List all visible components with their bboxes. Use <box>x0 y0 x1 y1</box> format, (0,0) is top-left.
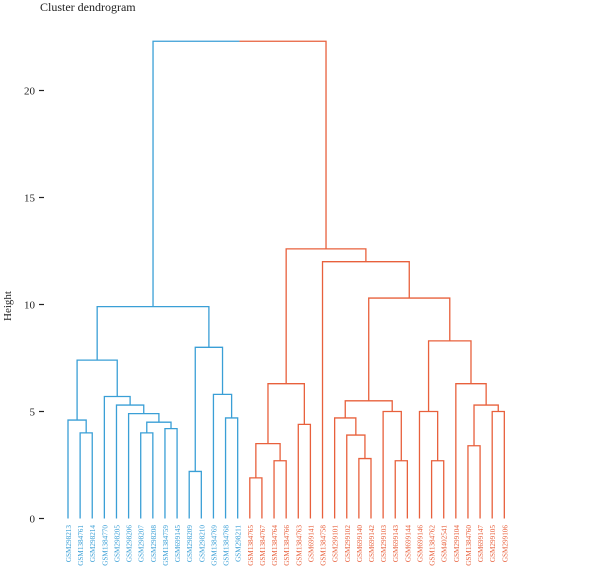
leaf-label: GSM299101 <box>332 525 340 563</box>
leaf-label: GSM1384759 <box>162 525 170 566</box>
leaf-label: GSM699145 <box>174 525 182 563</box>
dendrogram-link <box>467 445 481 519</box>
y-tick-label: 15 <box>24 193 36 205</box>
y-tick-label: 0 <box>30 514 36 526</box>
leaf-label: GSM1384764 <box>271 525 279 566</box>
leaf-label: GSM1384768 <box>223 525 231 566</box>
leaf-label: GSM299103 <box>380 525 388 563</box>
dendrogram-link <box>394 460 409 519</box>
dendrogram-link <box>115 404 145 519</box>
dendrogram-link <box>96 305 210 361</box>
dendrogram-link <box>285 248 367 384</box>
dendrogram-link <box>103 395 131 519</box>
dendrogram-link <box>76 359 118 421</box>
dendrogram-link <box>418 410 439 519</box>
y-axis: 0 5 10 15 20 <box>24 86 44 526</box>
leaf-label: GSM299102 <box>344 525 352 563</box>
dendrogram-link <box>368 297 451 401</box>
leaf-label: GSM1384770 <box>101 525 109 566</box>
leaf-label: GSM1384767 <box>259 525 267 566</box>
y-axis-label: Height <box>2 291 14 321</box>
dendrogram-link <box>127 412 160 519</box>
leaf-label: GSM299105 <box>489 525 497 563</box>
dendrogram-link <box>164 427 178 519</box>
dendrogram-link <box>430 460 445 519</box>
leaf-label: GSM298207 <box>138 525 146 563</box>
y-tick-label: 20 <box>24 86 36 98</box>
dendrogram-link <box>239 40 327 249</box>
leaf-label: GSM1384760 <box>465 525 473 566</box>
leaf-label: GSM298206 <box>126 525 134 563</box>
dendrogram-link <box>344 400 393 418</box>
dendrogram-link <box>79 432 93 519</box>
leaf-label: GSM1384765 <box>247 525 255 566</box>
leaf-labels: GSM298213 GSM1384761 GSM298214 GSM1384770 GS… <box>65 525 509 566</box>
dendrogram-link <box>67 419 87 519</box>
dendrogram-link <box>140 432 154 519</box>
leaf-label: GSM699142 <box>368 525 376 563</box>
dendrogram-link <box>194 346 224 472</box>
chart-title: Cluster dendrogram <box>40 0 136 14</box>
dendrogram-link <box>224 417 239 519</box>
dendrogram-link <box>333 417 357 519</box>
dendrogram-link <box>321 261 410 519</box>
leaf-label: GSM298209 <box>186 525 194 563</box>
y-tick-label: 5 <box>30 407 36 419</box>
leaf-label: GSM298213 <box>65 525 73 563</box>
dendrogram-link <box>188 470 202 519</box>
leaf-label: GSM699147 <box>477 525 485 563</box>
leaf-label: GSM1384761 <box>77 525 85 566</box>
leaf-label: GSM298211 <box>235 525 243 562</box>
dendrogram-link <box>455 383 487 519</box>
leaf-label: GSM298208 <box>150 525 158 563</box>
leaf-label: GSM1384766 <box>283 525 291 566</box>
leaf-label: GSM699144 <box>404 525 412 563</box>
leaf-label: GSM699146 <box>416 525 424 563</box>
dendrogram-link <box>358 457 372 519</box>
dendrogram-link <box>249 477 263 519</box>
leaf-label: GSM699140 <box>356 525 364 563</box>
leaf-label: GSM298214 <box>89 525 97 563</box>
dendrogram-link <box>212 393 233 519</box>
leaf-label: GSM298205 <box>113 525 121 563</box>
dendrogram-link <box>273 460 287 519</box>
leaf-label: GSM1384769 <box>210 525 218 566</box>
dendrogram-link <box>491 410 505 519</box>
leaf-label: GSM699143 <box>392 525 400 563</box>
dendrogram-link <box>297 423 312 519</box>
leaf-label: GSM699141 <box>307 525 315 563</box>
leaf-label: GSM402541 <box>441 525 449 563</box>
dendrogram-link <box>152 40 240 307</box>
y-tick-label: 10 <box>24 300 36 312</box>
dendrogram-link <box>346 434 366 519</box>
dendrogram-link <box>427 340 472 412</box>
leaf-label: GSM1384758 <box>320 525 328 566</box>
dendrogram-link <box>382 410 402 519</box>
leaf-label: GSM299106 <box>501 525 509 563</box>
leaf-label: GSM1384762 <box>429 525 437 566</box>
leaf-label: GSM1384763 <box>295 525 303 566</box>
dendrogram-link <box>146 421 172 433</box>
leaf-label: GSM299104 <box>453 525 461 563</box>
leaf-label: GSM298210 <box>198 525 206 563</box>
dendrogram-links <box>67 40 505 519</box>
